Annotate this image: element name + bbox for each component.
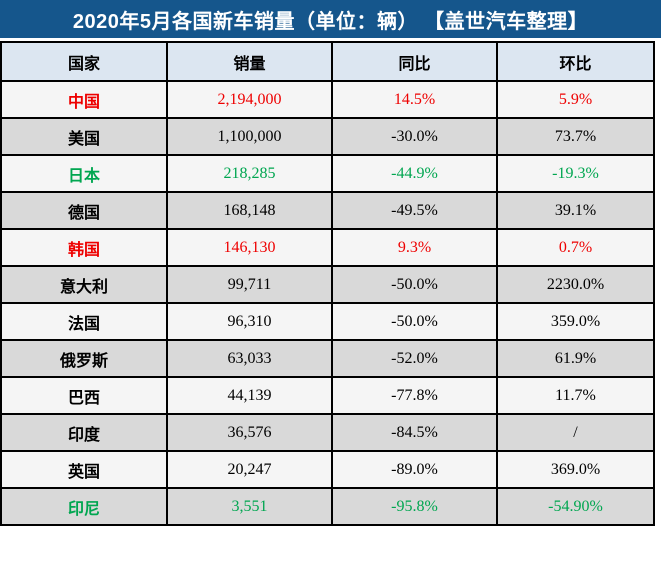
country-cell: 巴西	[0, 376, 168, 415]
yoy-cell: -44.9%	[331, 154, 498, 193]
mom-cell: -19.3%	[496, 154, 655, 193]
sales-cell: 168,148	[166, 191, 333, 230]
column-header-sales: 销量	[166, 41, 333, 82]
sales-cell: 3,551	[166, 487, 333, 526]
country-cell: 美国	[0, 117, 168, 156]
column-header-country: 国家	[0, 41, 168, 82]
mom-cell: /	[496, 413, 655, 452]
yoy-cell: -77.8%	[331, 376, 498, 415]
mom-cell: 0.7%	[496, 228, 655, 267]
sales-cell: 36,576	[166, 413, 333, 452]
mom-cell: 359.0%	[496, 302, 655, 341]
table-row: 日本 218,285 -44.9% -19.3%	[0, 154, 655, 193]
sales-cell: 63,033	[166, 339, 333, 378]
yoy-cell: -52.0%	[331, 339, 498, 378]
mom-cell: -54.90%	[496, 487, 655, 526]
mom-cell: 369.0%	[496, 450, 655, 489]
table-row: 印度 36,576 -84.5% /	[0, 413, 655, 452]
header-row: 国家 销量 同比 环比	[0, 41, 655, 82]
sales-cell: 218,285	[166, 154, 333, 193]
country-cell: 意大利	[0, 265, 168, 304]
yoy-cell: 14.5%	[331, 80, 498, 119]
table-row: 美国 1,100,000 -30.0% 73.7%	[0, 117, 655, 156]
country-cell: 中国	[0, 80, 168, 119]
mom-cell: 61.9%	[496, 339, 655, 378]
country-cell: 法国	[0, 302, 168, 341]
yoy-cell: -30.0%	[331, 117, 498, 156]
country-cell: 俄罗斯	[0, 339, 168, 378]
yoy-cell: -95.8%	[331, 487, 498, 526]
mom-cell: 73.7%	[496, 117, 655, 156]
sales-cell: 20,247	[166, 450, 333, 489]
table-row: 印尼 3,551 -95.8% -54.90%	[0, 487, 655, 526]
table-row: 巴西 44,139 -77.8% 11.7%	[0, 376, 655, 415]
yoy-cell: -89.0%	[331, 450, 498, 489]
mom-cell: 5.9%	[496, 80, 655, 119]
table-title-bar: 2020年5月各国新车销量（单位：辆） 【盖世汽车整理】	[0, 0, 661, 38]
mom-cell: 11.7%	[496, 376, 655, 415]
country-cell: 印尼	[0, 487, 168, 526]
mom-cell: 2230.0%	[496, 265, 655, 304]
table-row: 意大利 99,711 -50.0% 2230.0%	[0, 265, 655, 304]
yoy-cell: -50.0%	[331, 265, 498, 304]
country-cell: 日本	[0, 154, 168, 193]
table-row: 中国 2,194,000 14.5% 5.9%	[0, 80, 655, 119]
sales-cell: 96,310	[166, 302, 333, 341]
sales-cell: 1,100,000	[166, 117, 333, 156]
table-row: 法国 96,310 -50.0% 359.0%	[0, 302, 655, 341]
yoy-cell: -49.5%	[331, 191, 498, 230]
sales-table: 国家 销量 同比 环比 中国 2,194,000 14.5% 5.9% 美国 1…	[0, 41, 655, 526]
country-cell: 韩国	[0, 228, 168, 267]
title-table-divider	[0, 38, 661, 41]
table-row: 韩国 146,130 9.3% 0.7%	[0, 228, 655, 267]
table-row: 德国 168,148 -49.5% 39.1%	[0, 191, 655, 230]
country-cell: 英国	[0, 450, 168, 489]
table-row: 俄罗斯 63,033 -52.0% 61.9%	[0, 339, 655, 378]
country-cell: 印度	[0, 413, 168, 452]
yoy-cell: 9.3%	[331, 228, 498, 267]
mom-cell: 39.1%	[496, 191, 655, 230]
column-header-yoy: 同比	[331, 41, 498, 82]
sales-cell: 146,130	[166, 228, 333, 267]
sales-cell: 99,711	[166, 265, 333, 304]
yoy-cell: -50.0%	[331, 302, 498, 341]
table-row: 英国 20,247 -89.0% 369.0%	[0, 450, 655, 489]
yoy-cell: -84.5%	[331, 413, 498, 452]
sales-cell: 2,194,000	[166, 80, 333, 119]
page-title: 2020年5月各国新车销量（单位：辆） 【盖世汽车整理】	[72, 10, 589, 33]
sales-cell: 44,139	[166, 376, 333, 415]
column-header-mom: 环比	[496, 41, 655, 82]
country-cell: 德国	[0, 191, 168, 230]
